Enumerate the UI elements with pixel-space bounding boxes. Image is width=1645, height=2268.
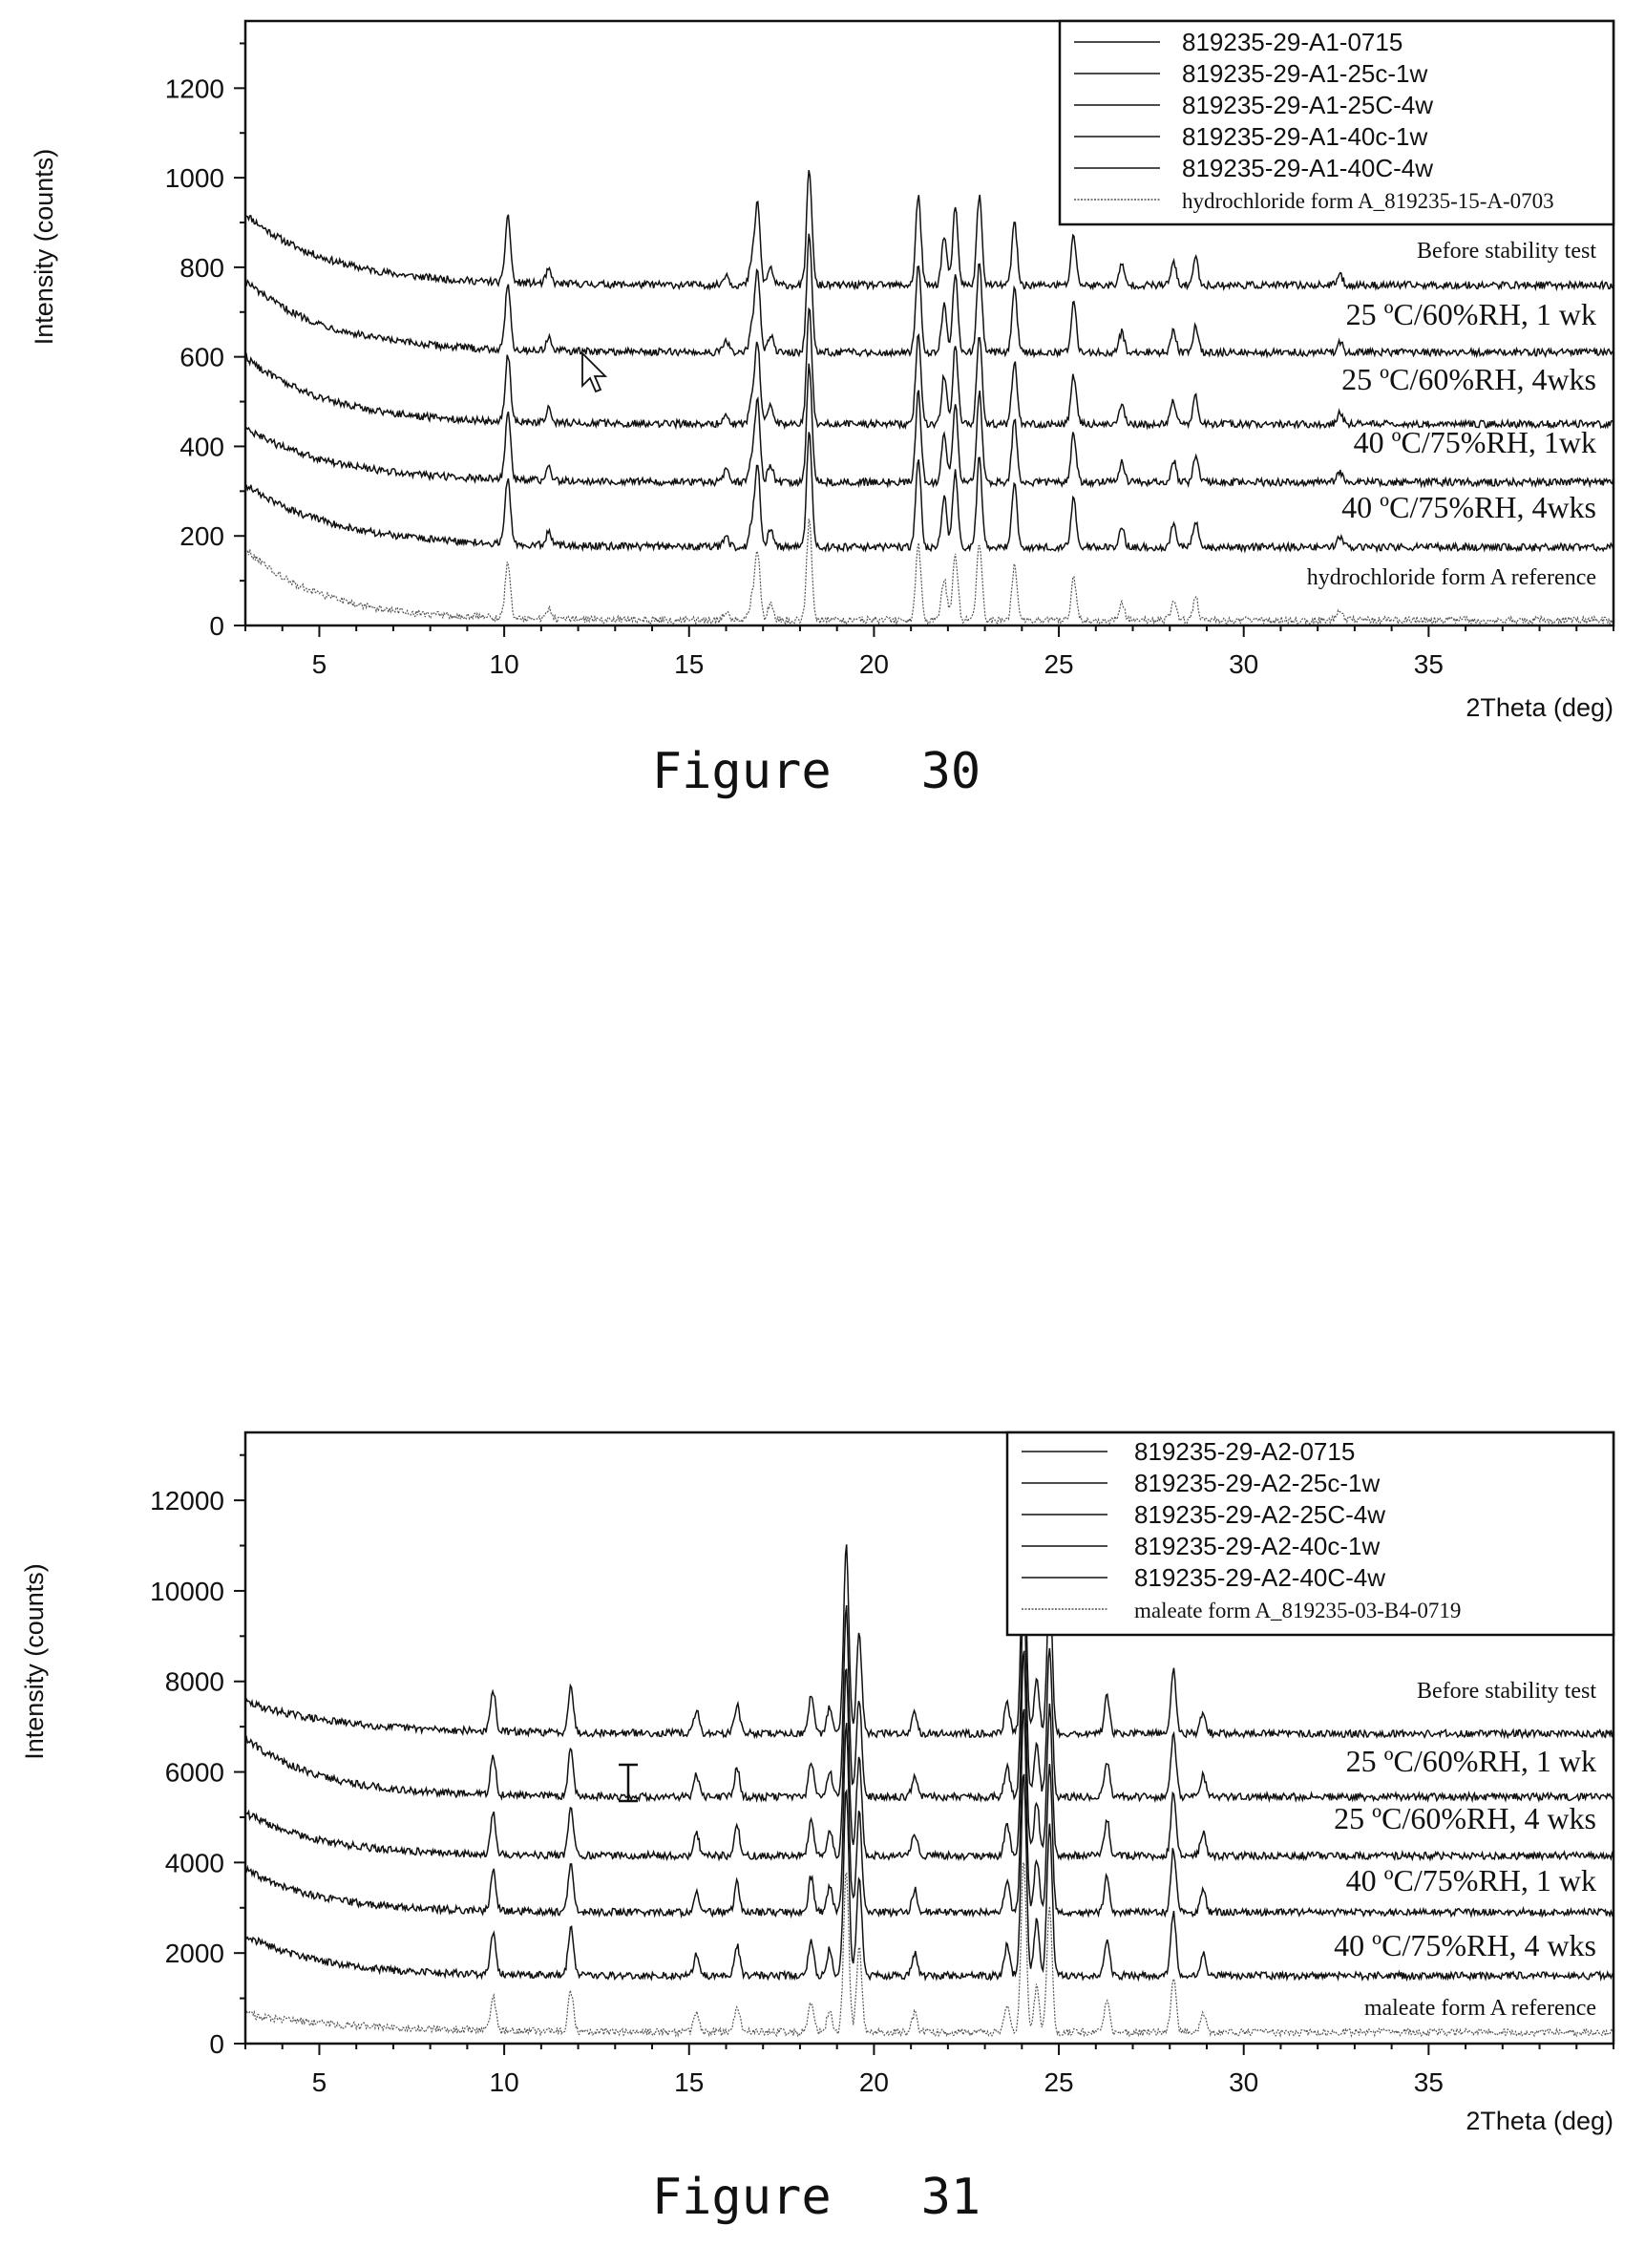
x-tick-label: 25 — [1044, 2067, 1073, 2097]
series-annotation: 40 ºC/75%RH, 4wks — [1341, 490, 1596, 524]
series-curve — [244, 519, 1614, 626]
pattern-curves — [244, 170, 1614, 626]
legend-entry: 819235-29-A2-25C-4w — [1134, 1500, 1385, 1529]
x-tick-label: 20 — [859, 649, 889, 679]
y-tick-label: 600 — [179, 343, 224, 372]
y-tick-label: 400 — [179, 432, 224, 461]
series-annotation: 40 ºC/75%RH, 1wk — [1354, 425, 1596, 459]
series-annotations: Before stability test 25 ºC/60%RH, 1 wk 25… — [1307, 239, 1597, 590]
chart-figure-31: 5 10 15 20 25 30 35 0 2000 4000 6000 8000 10000 1200… — [20, 1431, 1615, 2226]
y-tick-label: 200 — [179, 521, 224, 551]
series-annotation: 25 ºC/60%RH, 4 wks — [1334, 1801, 1596, 1835]
legend-entry: 819235-29-A2-25c-1w — [1134, 1469, 1380, 1497]
x-tick-label: 35 — [1414, 649, 1444, 679]
legend-entry: 819235-29-A1-40c-1w — [1182, 122, 1427, 151]
legend-entry: maleate form A_819235-03-B4-0719 — [1134, 1599, 1461, 1622]
y-axis-label: Intensity (counts) — [20, 1563, 49, 1760]
legend-entry: 819235-29-A1-0715 — [1182, 28, 1402, 56]
series-annotation: maleate form A reference — [1364, 1996, 1596, 2021]
legend-entry: hydrochloride form A_819235-15-A-0703 — [1182, 189, 1554, 213]
y-tick-label: 1200 — [165, 74, 224, 103]
legend-entry: 819235-29-A1-40C-4w — [1182, 154, 1433, 182]
x-tick-label: 10 — [490, 2067, 519, 2097]
series-curve — [244, 1650, 1614, 1862]
legend-box — [1005, 1431, 1615, 1637]
y-tick-label: 4000 — [165, 1848, 224, 1877]
x-tick-label: 15 — [674, 649, 704, 679]
plot-frame — [243, 19, 1615, 627]
series-annotation: Before stability test — [1417, 239, 1596, 264]
y-tick-label: 10000 — [150, 1577, 224, 1606]
series-curve — [244, 233, 1614, 359]
y-tick-label: 0 — [209, 2029, 224, 2059]
x-tick-label: 30 — [1229, 2067, 1258, 2097]
y-tick-label: 6000 — [165, 1758, 224, 1788]
plot-frame — [243, 1431, 1615, 2045]
series-annotations: Before stability test 25 ºC/60%RH, 1 wk 25… — [1334, 1679, 1596, 2021]
series-curve — [244, 432, 1614, 554]
series-annotation: 40 ºC/75%RH, 1 wk — [1346, 1863, 1596, 1897]
y-tick-label: 1000 — [165, 163, 224, 193]
series-curve — [244, 1861, 1614, 2039]
legend-entry: 819235-29-A2-40C-4w — [1134, 1563, 1385, 1592]
y-tick-label: 0 — [209, 611, 224, 641]
series-curve — [244, 1708, 1614, 1919]
series-annotation: 25 ºC/60%RH, 4wks — [1341, 362, 1596, 396]
series-curve — [244, 170, 1613, 292]
mouse-pointer-icon — [581, 350, 608, 393]
x-tick-label: 15 — [674, 2067, 704, 2097]
legend-box — [1058, 19, 1615, 226]
y-tick-label: 8000 — [165, 1667, 224, 1697]
x-axis-ticks: 5 10 15 20 25 30 35 — [244, 2044, 1614, 2097]
x-tick-label: 20 — [859, 2067, 889, 2097]
legend-entry: 819235-29-A2-40c-1w — [1134, 1532, 1380, 1560]
text-cursor-icon — [619, 1763, 638, 1803]
series-curve — [244, 1597, 1614, 1804]
x-axis-ticks: 5 10 15 20 25 30 35 — [244, 625, 1614, 679]
x-tick-label: 10 — [490, 649, 519, 679]
x-axis-label: 2Theta (deg) — [1466, 2107, 1613, 2135]
series-annotation: Before stability test — [1417, 1679, 1596, 1704]
y-tick-label: 12000 — [150, 1486, 224, 1516]
series-annotation: 25 ºC/60%RH, 1 wk — [1346, 1744, 1596, 1778]
series-annotation: 25 ºC/60%RH, 1 wk — [1346, 297, 1596, 331]
x-tick-label: 5 — [312, 649, 327, 679]
legend-entry: 819235-29-A1-25c-1w — [1182, 59, 1427, 88]
series-curve — [244, 307, 1614, 431]
series-curve — [244, 1773, 1614, 1982]
y-axis-ticks: 0 200 400 600 800 1000 1200 — [165, 42, 245, 641]
legend: 819235-29-A2-0715 819235-29-A2-25c-1w 8192… — [1005, 1431, 1615, 1637]
chart-figure-30: 5 10 15 20 25 30 35 0 200 400 600 800 1000 1200 Inte… — [30, 19, 1615, 800]
series-annotation: hydrochloride form A reference — [1307, 565, 1596, 590]
y-axis-label: Intensity (counts) — [30, 149, 58, 346]
x-axis-label: 2Theta (deg) — [1466, 693, 1613, 722]
pattern-curves — [244, 1532, 1614, 2039]
figure-caption: Figure 31 — [652, 2169, 981, 2226]
y-axis-ticks: 0 2000 4000 6000 8000 10000 12000 — [150, 1453, 245, 2059]
figure-caption: Figure 30 — [652, 743, 981, 800]
series-curve — [244, 1532, 1614, 1740]
legend-entry: 819235-29-A1-25C-4w — [1182, 91, 1433, 119]
x-tick-label: 35 — [1414, 2067, 1444, 2097]
series-annotation: 40 ºC/75%RH, 4 wks — [1334, 1928, 1596, 1962]
x-tick-label: 5 — [312, 2067, 327, 2097]
x-tick-label: 25 — [1044, 649, 1073, 679]
legend: 819235-29-A1-0715 819235-29-A1-25c-1w 8192… — [1058, 19, 1615, 226]
y-tick-label: 2000 — [165, 1939, 224, 1968]
legend-entry: 819235-29-A2-0715 — [1134, 1437, 1355, 1466]
x-tick-label: 30 — [1229, 649, 1258, 679]
y-tick-label: 800 — [179, 253, 224, 283]
series-curve — [244, 363, 1614, 489]
